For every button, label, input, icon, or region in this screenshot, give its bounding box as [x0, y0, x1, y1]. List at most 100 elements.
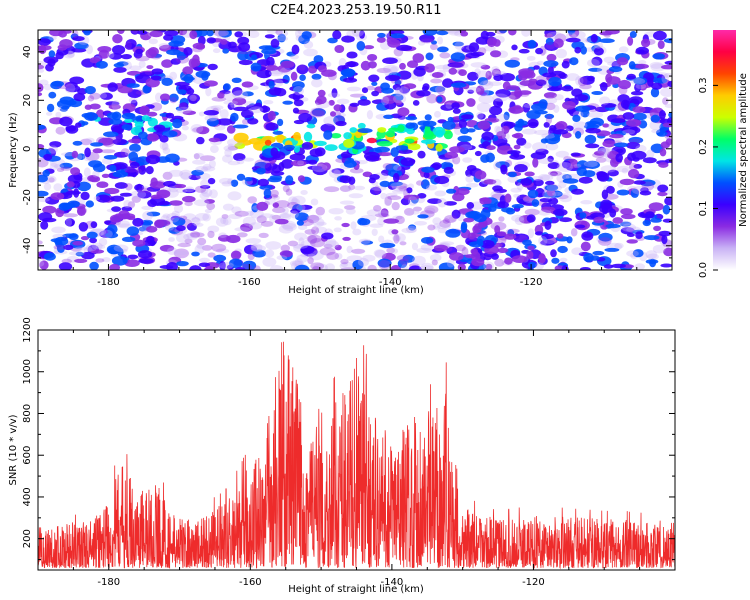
heatmap-cell	[403, 194, 420, 201]
heatmap-cell	[482, 203, 497, 208]
heatmap-cell	[584, 160, 601, 169]
heatmap-cell	[109, 164, 117, 172]
heatmap-cell	[497, 247, 509, 253]
heatmap-cell	[359, 218, 371, 226]
spectrogram-x-ticks: -180 -160 -140 -120	[37, 30, 673, 288]
heatmap-cell	[101, 257, 111, 263]
heatmap-cell	[341, 35, 355, 43]
heatmap-cell	[90, 142, 104, 147]
heatmap-cell	[162, 213, 171, 219]
heatmap-cell	[293, 86, 304, 96]
heatmap-cell	[141, 115, 150, 122]
heatmap-cell	[307, 65, 318, 74]
y-tick-label: 600	[22, 446, 33, 465]
heatmap-cell	[269, 194, 279, 199]
heatmap-cell	[147, 133, 159, 142]
heatmap-cell	[377, 152, 393, 157]
heatmap-cell	[461, 114, 474, 120]
heatmap-cell	[650, 63, 666, 72]
heatmap-cell	[166, 247, 178, 256]
heatmap-cell	[621, 213, 636, 220]
heatmap-cell	[229, 258, 243, 269]
heatmap-cell	[188, 174, 201, 181]
heatmap-cell	[399, 241, 407, 246]
heatmap-cell	[189, 30, 198, 40]
heatmap-cell	[658, 230, 672, 237]
heatmap-cell	[436, 30, 449, 36]
heatmap-cell	[295, 30, 302, 38]
heatmap-cell	[632, 249, 644, 258]
heatmap-cell	[630, 77, 646, 85]
heatmap-cell	[38, 38, 51, 46]
heatmap-cell	[583, 124, 600, 130]
heatmap-cell	[248, 138, 265, 145]
heatmap-cell	[137, 190, 152, 199]
heatmap-cell	[541, 233, 554, 240]
heatmap-cell	[452, 155, 461, 165]
heatmap-cell	[366, 137, 377, 144]
heatmap-cell	[238, 42, 251, 52]
heatmap-cell	[147, 117, 158, 127]
heatmap-cell	[664, 72, 672, 78]
heatmap-cell	[219, 109, 229, 119]
y-tick-label: 800	[22, 404, 33, 423]
heatmap-cell	[366, 209, 381, 217]
heatmap-cell	[401, 227, 417, 234]
heatmap-cell	[386, 192, 398, 197]
heatmap-cell	[92, 148, 103, 154]
heatmap-cell	[546, 31, 563, 40]
heatmap-cell	[38, 260, 45, 267]
heatmap-cell	[649, 61, 664, 69]
heatmap-cell	[443, 166, 454, 174]
heatmap-cell	[506, 85, 520, 90]
heatmap-cell	[124, 43, 136, 50]
heatmap-cell	[516, 182, 524, 191]
heatmap-cell	[193, 199, 210, 207]
heatmap-cell	[572, 31, 586, 39]
heatmap-cell	[293, 144, 300, 153]
heatmap-cell	[306, 234, 322, 243]
heatmap-cell	[366, 110, 373, 120]
heatmap-cell	[417, 150, 426, 159]
heatmap-cell	[200, 187, 209, 195]
heatmap-cell	[663, 247, 672, 257]
heatmap-cell	[585, 128, 601, 134]
heatmap-cell	[543, 206, 556, 213]
heatmap-cell	[297, 160, 305, 166]
heatmap-cell	[436, 96, 443, 103]
heatmap-cell	[446, 259, 455, 268]
heatmap-cell	[541, 133, 556, 139]
heatmap-cell	[210, 145, 219, 154]
heatmap-cell	[129, 65, 142, 71]
heatmap-cell	[231, 87, 243, 96]
heatmap-cell	[451, 209, 461, 219]
heatmap-cell	[662, 122, 672, 128]
heatmap-cell	[343, 132, 352, 140]
heatmap-cell	[75, 251, 84, 257]
heatmap-cell	[641, 38, 651, 48]
heatmap-cell	[591, 91, 604, 95]
heatmap-cell	[422, 120, 437, 127]
heatmap-cell	[561, 160, 571, 169]
heatmap-cell	[182, 195, 196, 203]
heatmap-cell	[555, 48, 567, 59]
heatmap-cell	[191, 169, 204, 176]
heatmap-cell	[168, 237, 175, 242]
heatmap-cell	[571, 88, 583, 97]
heatmap-cell	[43, 153, 53, 161]
heatmap-cell	[382, 57, 398, 64]
heatmap-cell	[539, 174, 554, 181]
heatmap-cell	[444, 151, 459, 159]
heatmap-cell	[150, 53, 162, 60]
heatmap-cell	[221, 181, 233, 187]
heatmap-cell	[458, 118, 467, 129]
heatmap-cell	[103, 131, 119, 138]
heatmap-cell	[635, 83, 647, 89]
heatmap-cell	[483, 45, 496, 52]
heatmap-cell	[460, 223, 468, 233]
heatmap-cell	[545, 142, 559, 151]
heatmap-cell	[138, 60, 146, 68]
heatmap-cell	[414, 221, 427, 226]
heatmap-cell	[491, 253, 499, 260]
heatmap-cell	[406, 210, 420, 215]
